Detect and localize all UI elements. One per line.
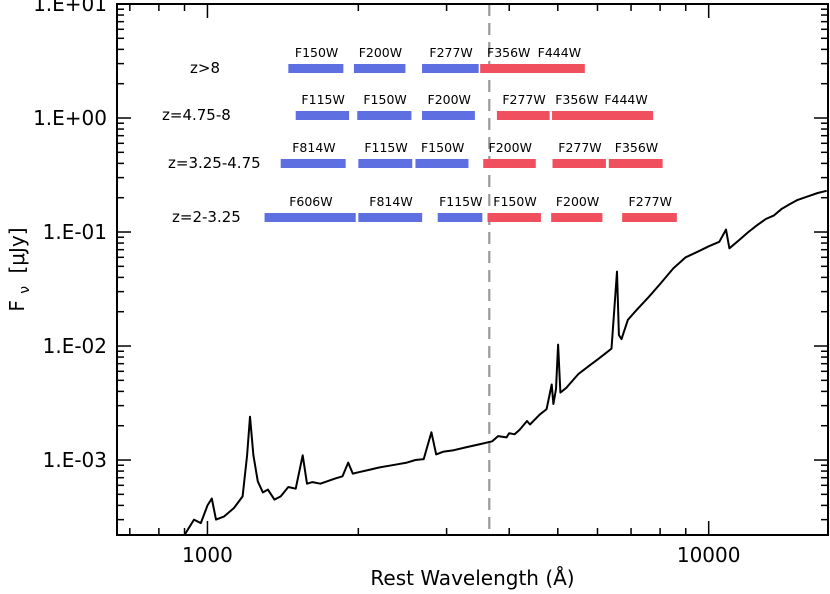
- filter-band: [532, 64, 585, 73]
- y-tick-label: 1.E+00: [33, 106, 107, 130]
- y-axis-title: F ν [μJy]: [5, 227, 34, 311]
- spectrum-layer: [183, 189, 827, 536]
- redshift-label: z>8: [190, 59, 220, 77]
- filter-label: F200W: [489, 140, 532, 155]
- filter-band: [496, 111, 550, 120]
- redshift-label: z=4.75-8: [162, 106, 231, 124]
- filter-band: [295, 111, 350, 120]
- filter-bands: z>8 F150W F200W F277W F356W F444W z=4.75-8 F115…: [162, 45, 677, 226]
- plot-frame: [116, 3, 829, 536]
- filter-row: z=4.75-8 F115W F150W F200W F277W F356W F444W: [162, 92, 654, 124]
- filter-band: [487, 213, 541, 222]
- x-tick-label: 10000: [677, 543, 741, 567]
- y-tick-label: 1.E-03: [43, 448, 107, 472]
- y-axis-title-subscript: ν: [17, 286, 33, 294]
- filter-label: F200W: [428, 92, 471, 107]
- filter-band: [608, 159, 663, 168]
- redshift-label: z=3.25-4.75: [168, 154, 261, 172]
- filter-label: F814W: [369, 194, 412, 209]
- y-axis-title-unit: [μJy]: [5, 227, 29, 273]
- filter-band: [552, 159, 606, 168]
- filter-band: [551, 213, 603, 222]
- filter-band: [358, 159, 413, 168]
- filter-band: [353, 64, 406, 73]
- filter-band: [597, 111, 654, 120]
- filter-band: [480, 64, 536, 73]
- filter-label: F150W: [295, 45, 338, 60]
- x-axis-title: Rest Wavelength (Å): [370, 566, 574, 590]
- filter-label: F115W: [364, 140, 407, 155]
- filter-label: F606W: [289, 194, 332, 209]
- filter-row: z=3.25-4.75 F814W F115W F150W F200W F277W F356…: [168, 140, 663, 172]
- filter-label: F356W: [555, 92, 598, 107]
- filter-label: F200W: [359, 45, 402, 60]
- filter-band: [483, 159, 536, 168]
- filter-band: [357, 111, 412, 120]
- filter-label: F444W: [538, 45, 581, 60]
- filter-band: [552, 111, 601, 120]
- filter-band: [422, 111, 475, 120]
- filter-label: F356W: [487, 45, 530, 60]
- axis-ticks: 1000 10000 1.E+01 1.E+00 1.E-01 1.E-02 1.E-03: [33, 0, 828, 567]
- filter-row: z=2-3.25 F606W F814W F115W F150W F200W F277W: [172, 194, 677, 226]
- filter-label: F150W: [421, 140, 464, 155]
- filter-band: [280, 159, 346, 168]
- filter-band: [358, 213, 423, 222]
- x-tick-label: 1000: [182, 543, 233, 567]
- filter-label: F115W: [301, 92, 344, 107]
- filter-label: F150W: [493, 194, 536, 209]
- filter-label: F277W: [629, 194, 672, 209]
- filter-label: F150W: [363, 92, 406, 107]
- filter-label: F444W: [604, 92, 647, 107]
- filter-band: [288, 64, 344, 73]
- filter-band: [264, 213, 356, 222]
- y-tick-label: 1.E-01: [43, 220, 107, 244]
- filter-label: F277W: [558, 140, 601, 155]
- svg-text:F ν [μJy]: F ν [μJy]: [5, 227, 34, 311]
- filter-band: [415, 159, 469, 168]
- spectrum-line: [183, 189, 827, 536]
- filter-label: F277W: [429, 45, 472, 60]
- redshift-label: z=2-3.25: [172, 208, 241, 226]
- filter-label: F115W: [439, 194, 482, 209]
- filter-band: [437, 213, 483, 222]
- filter-band: [622, 213, 677, 222]
- y-tick-label: 1.E+01: [33, 0, 107, 16]
- filter-label: F200W: [556, 194, 599, 209]
- filter-label: F356W: [615, 140, 658, 155]
- y-tick-label: 1.E-02: [43, 334, 107, 358]
- filter-band: [422, 64, 479, 73]
- filter-row: z>8 F150W F200W F277W F356W F444W: [190, 45, 585, 77]
- filter-label: F277W: [502, 92, 545, 107]
- filter-label: F814W: [292, 140, 335, 155]
- y-axis-title-symbol: F: [5, 300, 29, 312]
